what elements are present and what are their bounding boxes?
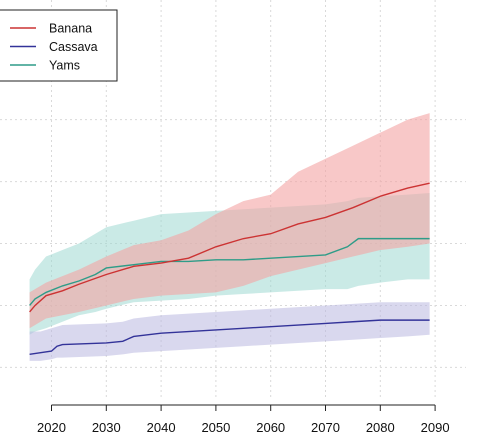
yams-line <box>29 237 430 306</box>
series-lines <box>29 182 430 356</box>
x-tick-label-2020: 2020 <box>37 420 66 435</box>
banana-line <box>29 182 430 313</box>
x-tick-label-2040: 2040 <box>147 420 176 435</box>
x-tick-label-2080: 2080 <box>366 420 395 435</box>
x-tick-label-2030: 2030 <box>92 420 121 435</box>
legend-label-cassava: Cassava <box>49 40 98 54</box>
x-tick-label-2090: 2090 <box>421 420 450 435</box>
x-tick-label-2050: 2050 <box>201 420 230 435</box>
x-tick-label-2070: 2070 <box>311 420 340 435</box>
confidence-bands <box>29 113 430 361</box>
legend-label-yams: Yams <box>49 59 80 73</box>
cassava-confidence-band <box>29 302 430 361</box>
x-tick-label-2060: 2060 <box>256 420 285 435</box>
x-axis: 2020 2030 2040 2050 2060 2070 2080 2090 <box>37 404 450 435</box>
legend: Banana Cassava Yams <box>0 9 118 82</box>
legend-label-banana: Banana <box>49 22 92 36</box>
banana-confidence-band <box>29 113 430 329</box>
legend-box <box>0 9 118 82</box>
cassava-line <box>29 319 430 356</box>
